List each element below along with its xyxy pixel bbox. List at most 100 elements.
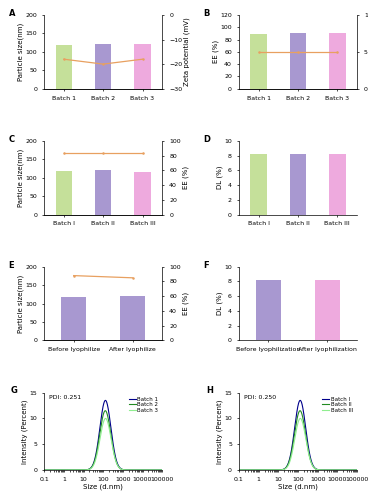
- X-axis label: Size (d.nm): Size (d.nm): [278, 484, 318, 490]
- Y-axis label: EE (%): EE (%): [182, 166, 189, 190]
- Bar: [329, 34, 346, 88]
- Batch II: [291, 440, 296, 446]
- Bar: [290, 154, 306, 214]
- Batch III: [355, 467, 359, 473]
- Line: Batch I: Batch I: [239, 400, 357, 470]
- Batch I: [237, 467, 241, 473]
- Batch I: [298, 398, 302, 404]
- Bar: [290, 34, 306, 88]
- Batch 1: [135, 467, 139, 473]
- Text: E: E: [9, 261, 14, 270]
- Legend: Batch 1, Batch 2, Batch 3: Batch 1, Batch 2, Batch 3: [128, 396, 159, 414]
- Batch 1: [48, 467, 52, 473]
- Batch II: [330, 467, 334, 473]
- Bar: [250, 154, 267, 214]
- Batch II: [351, 467, 356, 473]
- Batch 3: [42, 467, 46, 473]
- Batch II: [243, 467, 247, 473]
- Y-axis label: Particle size(nm): Particle size(nm): [18, 22, 24, 81]
- Y-axis label: Zeta potential (mV): Zeta potential (mV): [184, 18, 190, 86]
- Y-axis label: Intensity (Percent): Intensity (Percent): [216, 399, 223, 464]
- Text: A: A: [9, 9, 15, 18]
- Bar: [134, 172, 151, 214]
- Batch 2: [135, 467, 139, 473]
- Batch 3: [48, 467, 52, 473]
- Batch 3: [99, 428, 104, 434]
- Batch III: [330, 467, 334, 473]
- Batch I: [351, 467, 356, 473]
- Text: F: F: [204, 261, 209, 270]
- Batch 2: [160, 467, 164, 473]
- Batch 2: [156, 467, 161, 473]
- Y-axis label: Intensity (Percent): Intensity (Percent): [22, 399, 28, 464]
- Line: Batch II: Batch II: [239, 410, 357, 470]
- Line: Batch III: Batch III: [239, 418, 357, 470]
- Text: C: C: [9, 135, 15, 144]
- Batch 1: [99, 412, 104, 418]
- Batch 3: [156, 467, 161, 473]
- Y-axis label: DL (%): DL (%): [216, 292, 223, 316]
- Batch III: [351, 467, 356, 473]
- Batch 3: [160, 467, 164, 473]
- Batch 3: [135, 467, 139, 473]
- Batch 1: [42, 467, 46, 473]
- Batch III: [298, 416, 302, 422]
- Text: G: G: [11, 386, 18, 396]
- Batch I: [355, 467, 359, 473]
- Batch III: [291, 444, 296, 450]
- Batch 1: [103, 398, 107, 404]
- Bar: [250, 34, 267, 88]
- Batch II: [298, 408, 302, 414]
- Bar: [56, 171, 72, 214]
- Batch I: [294, 412, 298, 418]
- Y-axis label: EE (%): EE (%): [212, 40, 219, 64]
- Batch II: [351, 467, 356, 473]
- Legend: Batch I, Batch II, Batch III: Batch I, Batch II, Batch III: [321, 396, 354, 414]
- Batch I: [351, 467, 356, 473]
- Batch 1: [156, 467, 161, 473]
- Text: PDI: 0.250: PDI: 0.250: [244, 395, 276, 400]
- Batch 3: [103, 416, 108, 422]
- Batch II: [294, 420, 298, 426]
- Y-axis label: DL (%): DL (%): [216, 166, 223, 190]
- Batch III: [294, 428, 298, 434]
- Batch 2: [99, 420, 104, 426]
- Batch II: [355, 467, 359, 473]
- Text: B: B: [204, 9, 210, 18]
- Y-axis label: Particle size(nm): Particle size(nm): [18, 148, 24, 207]
- Batch I: [291, 436, 296, 442]
- Batch 1: [160, 467, 164, 473]
- Batch III: [351, 467, 356, 473]
- Line: Batch 2: Batch 2: [44, 410, 162, 470]
- Batch II: [237, 467, 241, 473]
- X-axis label: Size (d.nm): Size (d.nm): [83, 484, 123, 490]
- Batch 3: [157, 467, 161, 473]
- Bar: [56, 45, 72, 88]
- Y-axis label: Particle size(nm): Particle size(nm): [18, 274, 24, 332]
- Text: D: D: [204, 135, 210, 144]
- Bar: [134, 44, 151, 88]
- Batch 3: [96, 444, 100, 450]
- Bar: [61, 297, 86, 341]
- Bar: [256, 280, 281, 340]
- Batch 1: [96, 436, 100, 442]
- Bar: [120, 296, 145, 341]
- Batch I: [243, 467, 247, 473]
- Batch 1: [157, 467, 161, 473]
- Batch III: [243, 467, 247, 473]
- Line: Batch 1: Batch 1: [44, 400, 162, 470]
- Batch 2: [103, 408, 107, 414]
- Batch III: [237, 467, 241, 473]
- Y-axis label: EE (%): EE (%): [182, 292, 189, 315]
- Text: PDI: 0.251: PDI: 0.251: [49, 395, 81, 400]
- Batch 2: [96, 440, 100, 446]
- Batch I: [330, 467, 334, 473]
- Batch 2: [157, 467, 161, 473]
- Line: Batch 3: Batch 3: [44, 418, 162, 470]
- Batch 2: [42, 467, 46, 473]
- Bar: [315, 280, 340, 340]
- Batch 2: [48, 467, 52, 473]
- Text: H: H: [206, 386, 213, 396]
- Bar: [329, 154, 346, 214]
- Bar: [95, 44, 112, 88]
